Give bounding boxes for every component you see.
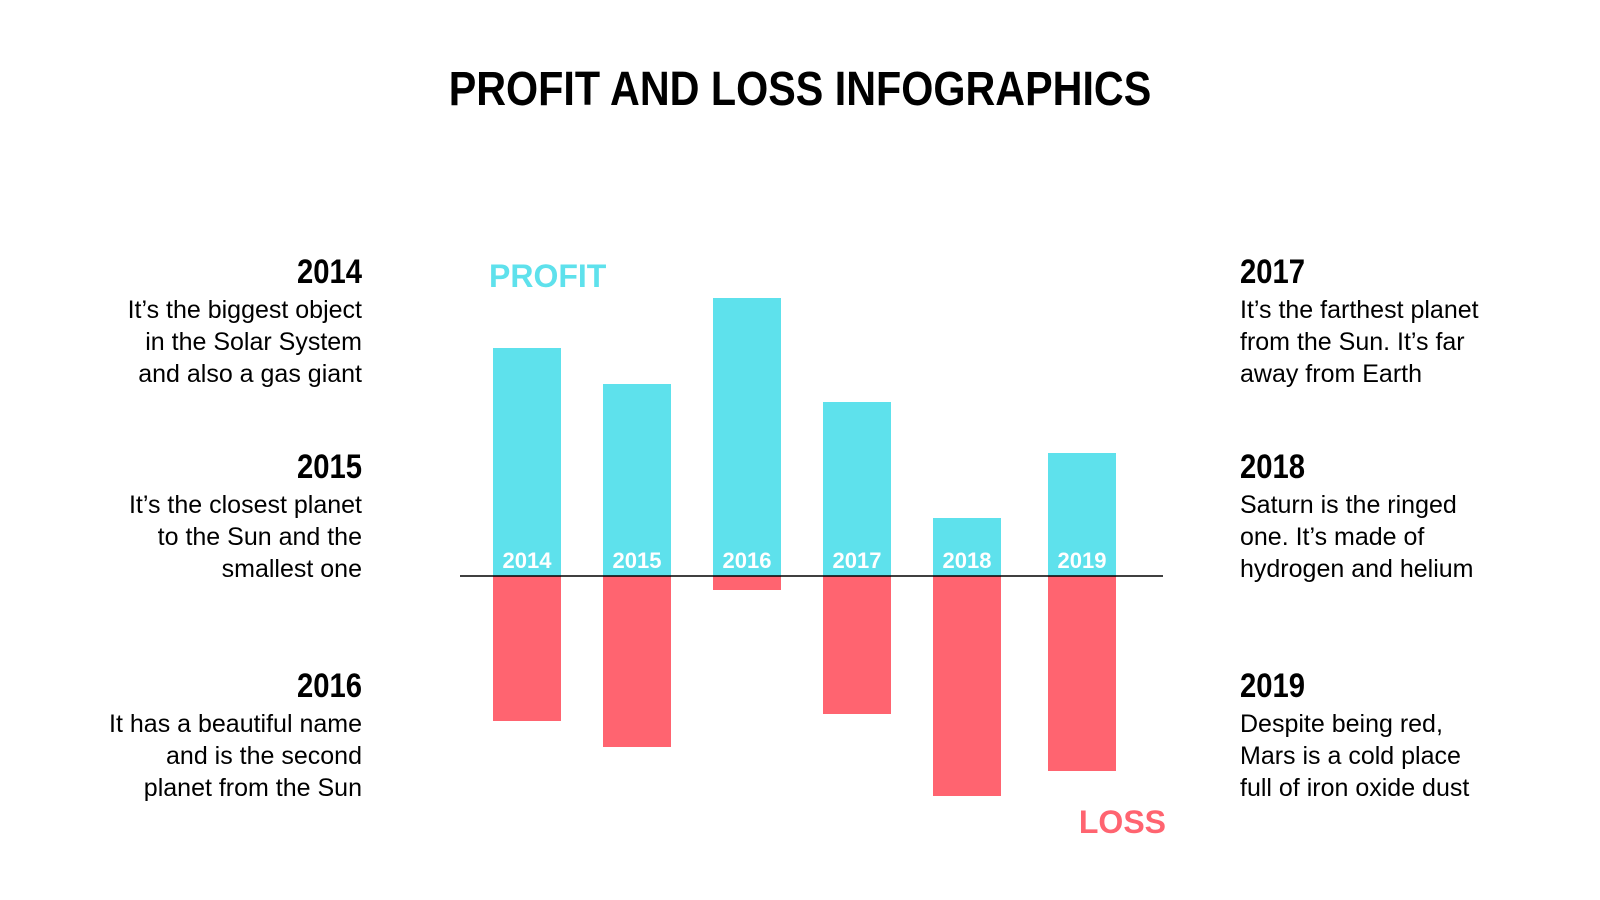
loss-bar-2014 [493,576,561,721]
note-year: 2017 [1240,253,1306,291]
note-year: 2018 [1240,448,1306,486]
loss-bar-2017 [823,576,891,714]
note-2019: 2019 Despite being red, Mars is a cold p… [1240,666,1570,804]
note-text: Despite being red, Mars is a cold place … [1240,710,1470,802]
loss-bar-2019 [1048,576,1116,771]
legend-profit: PROFIT [489,258,607,294]
note-year: 2016 [296,667,362,705]
bar-year-label-2015: 2015 [613,548,662,573]
bar-year-label-2017: 2017 [833,548,882,573]
note-text: It’s the closest planet to the Sun and t… [128,491,362,583]
legend-loss: LOSS [1079,804,1166,840]
loss-bar-2018 [933,576,1001,796]
bar-year-label-2018: 2018 [943,548,992,573]
note-year: 2019 [1240,667,1306,705]
note-year: 2014 [296,253,362,291]
note-2014: 2014 It’s the biggest object in the Sola… [32,252,362,390]
note-text: Saturn is the ringed one. It’s made of h… [1240,491,1474,583]
note-text: It’s the farthest planet from the Sun. I… [1240,296,1479,388]
note-text: It’s the biggest object in the Solar Sys… [127,296,362,388]
profit-bar-2017 [823,402,891,576]
note-2017: 2017 It’s the farthest planet from the S… [1240,252,1570,390]
bar-year-label-2016: 2016 [723,548,772,573]
bar-year-label-2019: 2019 [1058,548,1107,573]
profit-bar-2016 [713,298,781,576]
note-2016: 2016 It has a beautiful name and is the … [32,666,362,804]
profit-bar-2019 [1048,453,1116,576]
note-2018: 2018 Saturn is the ringed one. It’s made… [1240,447,1570,585]
profit-bar-2014 [493,348,561,576]
page-title: PROFIT AND LOSS INFOGRAPHICS [448,63,1152,116]
profit-bar-2015 [603,384,671,576]
note-2015: 2015 It’s the closest planet to the Sun … [32,447,362,585]
note-text: It has a beautiful name and is the secon… [109,710,362,802]
profit-bar-2018 [933,518,1001,576]
bar-year-label-2014: 2014 [503,548,553,573]
loss-bar-2016 [713,576,781,590]
loss-bar-2015 [603,576,671,747]
note-year: 2015 [296,448,362,486]
